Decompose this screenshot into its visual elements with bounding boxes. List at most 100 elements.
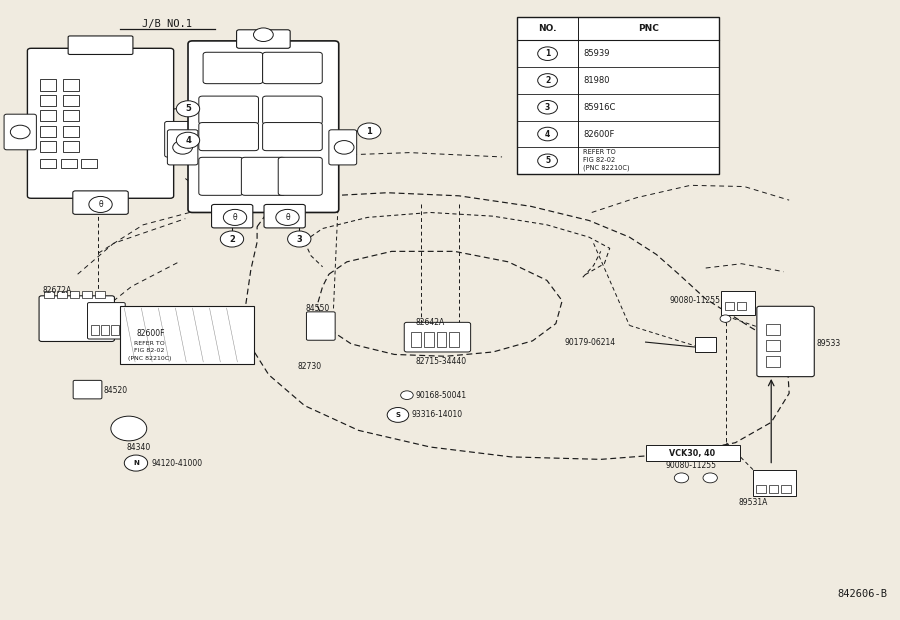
Text: S: S (395, 412, 400, 418)
FancyBboxPatch shape (199, 157, 243, 195)
Bar (645, 445, 740, 461)
Text: REFER TO: REFER TO (583, 149, 616, 155)
Text: FIG 82-02: FIG 82-02 (134, 348, 165, 353)
Circle shape (674, 473, 688, 483)
Text: 82600F: 82600F (137, 329, 166, 338)
FancyBboxPatch shape (263, 52, 322, 84)
Bar (101, 326, 109, 335)
FancyBboxPatch shape (278, 157, 322, 195)
Text: θ: θ (233, 213, 238, 222)
FancyBboxPatch shape (203, 52, 263, 84)
FancyBboxPatch shape (241, 157, 285, 195)
FancyBboxPatch shape (404, 322, 471, 352)
Bar (766, 340, 780, 352)
Bar (766, 324, 780, 335)
Bar (781, 485, 791, 494)
Bar (63, 110, 79, 122)
Text: VCK30, 40: VCK30, 40 (670, 449, 716, 458)
Bar (449, 332, 459, 347)
Bar (60, 159, 76, 169)
Text: N: N (133, 460, 139, 466)
Bar (63, 95, 79, 106)
Bar (63, 79, 79, 91)
Bar (518, 17, 719, 174)
Circle shape (173, 141, 193, 154)
Text: J/B NO.1: J/B NO.1 (142, 19, 193, 29)
Text: 90080-11255: 90080-11255 (670, 296, 721, 305)
Text: 85916C: 85916C (583, 103, 616, 112)
FancyBboxPatch shape (757, 306, 814, 377)
Circle shape (288, 231, 310, 247)
Text: 82715-34440: 82715-34440 (416, 356, 466, 366)
FancyBboxPatch shape (165, 122, 194, 157)
Text: NO.: NO. (538, 24, 557, 33)
Text: 89531A: 89531A (739, 498, 768, 507)
FancyBboxPatch shape (328, 130, 356, 165)
Bar (82, 291, 92, 298)
Circle shape (357, 123, 381, 139)
Bar (44, 291, 54, 298)
Circle shape (400, 391, 413, 399)
Circle shape (537, 100, 557, 114)
Bar (756, 485, 766, 494)
Bar (69, 291, 79, 298)
Text: θ: θ (98, 200, 103, 209)
Bar (40, 159, 56, 169)
Text: 1: 1 (366, 126, 373, 136)
Bar (40, 110, 56, 122)
Bar (411, 332, 421, 347)
Circle shape (11, 125, 30, 139)
FancyBboxPatch shape (39, 296, 114, 342)
Bar (737, 302, 746, 310)
Text: 5: 5 (185, 104, 191, 113)
Text: 90168-50041: 90168-50041 (416, 391, 467, 400)
Bar (57, 291, 67, 298)
Text: 94120-41000: 94120-41000 (151, 459, 202, 467)
Text: REFER TO: REFER TO (134, 342, 165, 347)
Circle shape (537, 127, 557, 141)
Text: 1: 1 (544, 49, 550, 58)
Bar (721, 291, 755, 315)
Circle shape (703, 473, 717, 483)
Circle shape (176, 101, 200, 117)
Text: PNC: PNC (638, 24, 659, 33)
Bar (40, 95, 56, 106)
Text: 82600F: 82600F (583, 130, 615, 138)
Text: 93316-14010: 93316-14010 (411, 410, 463, 419)
Text: 2: 2 (544, 76, 550, 85)
FancyBboxPatch shape (73, 380, 102, 399)
Circle shape (537, 154, 557, 167)
Circle shape (111, 416, 147, 441)
Circle shape (537, 74, 557, 87)
FancyBboxPatch shape (264, 205, 305, 228)
FancyBboxPatch shape (87, 303, 125, 339)
Circle shape (254, 28, 274, 42)
Circle shape (223, 210, 247, 226)
FancyBboxPatch shape (199, 96, 258, 124)
Text: FIG 82-02: FIG 82-02 (583, 157, 616, 163)
Circle shape (334, 141, 354, 154)
Text: 85939: 85939 (583, 49, 609, 58)
Bar (40, 126, 56, 137)
Text: 3: 3 (544, 103, 550, 112)
Text: 3: 3 (296, 234, 302, 244)
Circle shape (220, 231, 244, 247)
Bar (63, 141, 79, 153)
Text: (PNC 82210C): (PNC 82210C) (583, 165, 630, 172)
Circle shape (176, 132, 200, 148)
Text: 89533: 89533 (816, 339, 841, 348)
FancyBboxPatch shape (167, 130, 198, 165)
Bar (40, 141, 56, 153)
Text: 5: 5 (545, 156, 550, 166)
FancyBboxPatch shape (263, 123, 322, 151)
FancyBboxPatch shape (199, 123, 258, 151)
Text: 81980: 81980 (583, 76, 609, 85)
Circle shape (124, 455, 148, 471)
Bar (111, 326, 119, 335)
Text: 84550: 84550 (306, 304, 330, 313)
Bar (424, 332, 434, 347)
Circle shape (720, 315, 731, 322)
Text: 842606-B: 842606-B (838, 589, 887, 599)
Text: 90179-06214: 90179-06214 (565, 339, 616, 347)
Bar (436, 332, 446, 347)
